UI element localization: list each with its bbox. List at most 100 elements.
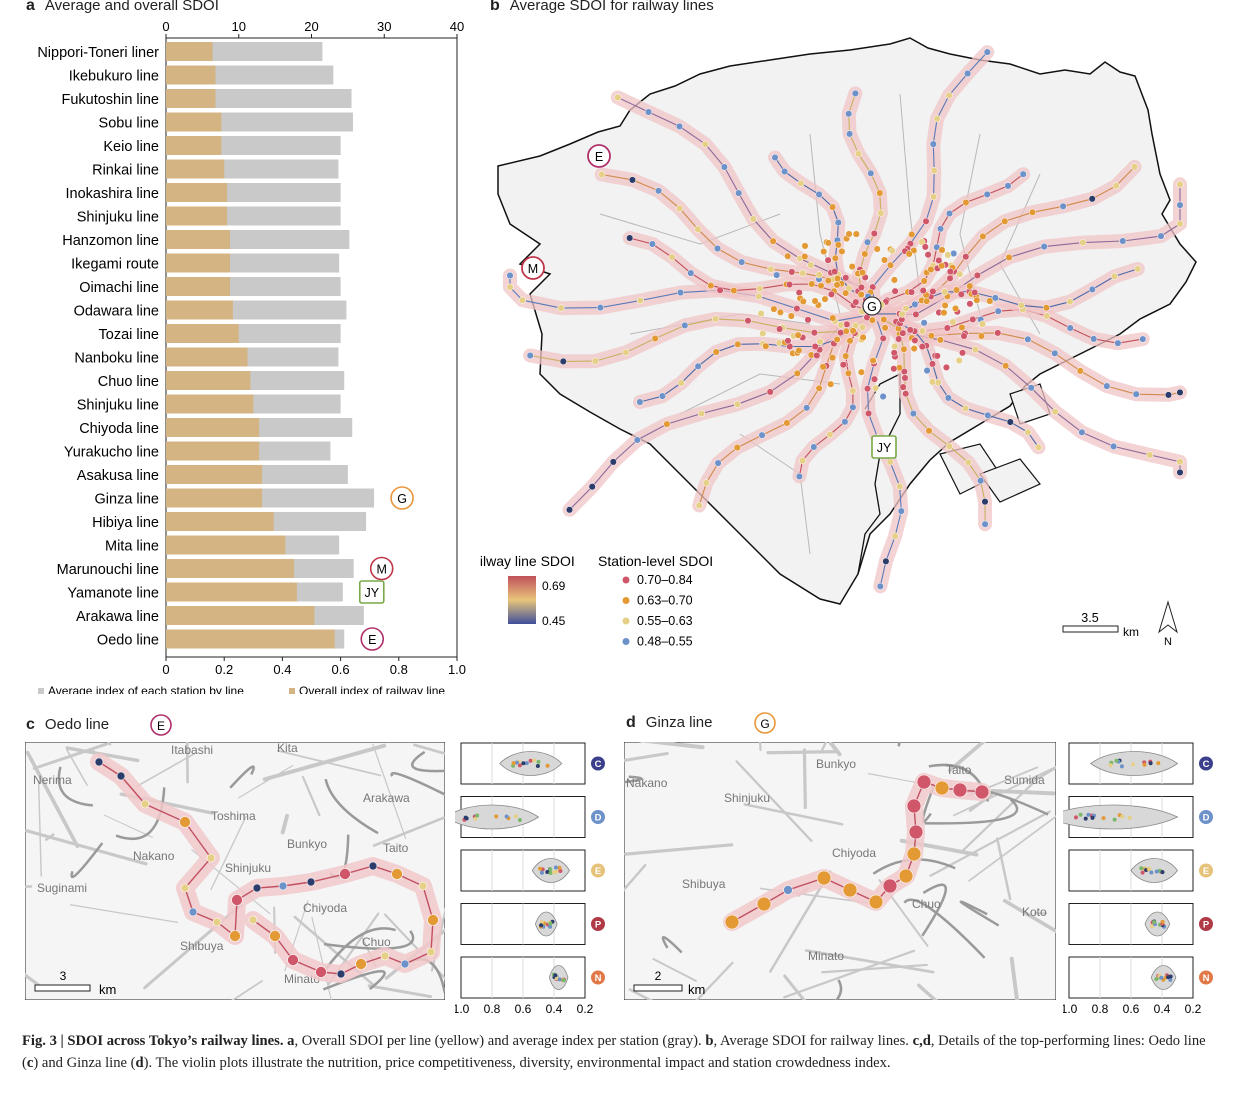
figure-caption: Fig. 3 | SDOI across Tokyo’s railway lin… (22, 1033, 1206, 1071)
violin-tick-label: 0.2 (1185, 1002, 1202, 1016)
violin-point (539, 923, 544, 928)
overall-bar (166, 65, 216, 85)
road (237, 764, 294, 799)
station-dot (702, 479, 710, 487)
oedo-line-map: Itabashi Kita Nerima Toshima Arakawa Bunkyo Ta… (25, 742, 445, 1000)
station-dot (833, 335, 841, 344)
station-dot (771, 153, 779, 162)
station-dot (923, 297, 931, 305)
violin-point (494, 814, 499, 819)
station-dot (816, 338, 824, 346)
violin-point (557, 977, 562, 982)
ginza-station (952, 782, 968, 798)
station-dot (930, 193, 938, 201)
violin-point (536, 759, 541, 764)
place-label: Shibuya (180, 939, 224, 953)
station-dot (909, 410, 917, 418)
station-dot (707, 282, 715, 290)
road (962, 781, 1035, 852)
road (210, 815, 247, 891)
road (828, 742, 842, 757)
overall-bar (166, 465, 263, 484)
station-dot (773, 271, 781, 279)
station-dot (872, 384, 880, 392)
overall-bar (166, 488, 263, 508)
station-dot (811, 297, 819, 305)
oedo-station (278, 881, 288, 891)
violin-point (551, 870, 556, 875)
station-dot (824, 239, 832, 247)
road (1002, 899, 1056, 934)
station-dot (927, 332, 935, 340)
station-dot (636, 296, 644, 305)
place-label: Minato (808, 949, 844, 963)
station-dot (714, 459, 722, 467)
oedo-station (391, 868, 403, 880)
station-dot (811, 342, 819, 351)
station-dot (886, 458, 894, 466)
oedo-station (400, 959, 410, 969)
violin-point (1114, 758, 1119, 763)
station-dot (749, 215, 757, 223)
station-dot (655, 187, 663, 195)
station-dot (1157, 232, 1165, 240)
overall-bar (166, 300, 233, 320)
line-legend-bar (508, 576, 536, 624)
ginza-station (906, 846, 922, 862)
station-dot (1103, 382, 1111, 390)
category-label: Inokashira line (66, 186, 160, 202)
category-label: Ginza line (95, 492, 159, 508)
category-label: Yurakucho line (64, 445, 159, 461)
overall-bar (166, 347, 248, 367)
dimension-badge (591, 970, 605, 985)
line-badge (369, 556, 394, 581)
ginza-station (916, 774, 932, 790)
station-dot (1024, 428, 1032, 436)
station-dot (981, 520, 989, 528)
violin-shape (1144, 911, 1171, 937)
station-dot (1078, 428, 1086, 436)
dimension-badge-label: N (1203, 973, 1210, 984)
scale-value: 2 (655, 969, 662, 983)
category-label: Sobu line (99, 116, 159, 132)
place-label: Kita (277, 742, 298, 755)
station-dot (870, 229, 878, 238)
station-dot (827, 290, 835, 298)
major-road (324, 778, 379, 835)
dimension-badge-label: C (1203, 759, 1210, 770)
major-road (661, 936, 683, 954)
scale-unit: km (688, 982, 705, 997)
violin-tick-label: 0.6 (515, 1002, 532, 1016)
station-dot (831, 268, 839, 276)
violin-point (1154, 977, 1159, 982)
station-dot (849, 327, 857, 335)
station-dot (712, 348, 720, 356)
station-dot (1146, 451, 1154, 459)
station-dot (834, 218, 842, 227)
station-dot (808, 280, 816, 288)
major-road (921, 883, 947, 937)
road (947, 742, 986, 773)
dimension-badge (1199, 863, 1213, 878)
violin-point (524, 761, 529, 766)
station-dot (876, 582, 884, 590)
svg-text:G: G (760, 717, 769, 731)
major-road (115, 787, 166, 841)
station-dot (946, 268, 954, 276)
violin-tick-label: 0.4 (546, 1002, 563, 1016)
line-legend-title: Railway line SDOI (480, 553, 575, 569)
station-dot (911, 336, 919, 344)
violin-point (521, 761, 526, 766)
station-dot (676, 204, 684, 212)
station-legend-title: Station-level SDOI (598, 553, 713, 569)
station-dot (833, 281, 841, 289)
overall-bar (166, 512, 274, 531)
category-label: Fukutoshin line (61, 92, 159, 108)
station-legend-label: 0.70–0.84 (637, 573, 693, 587)
ginza-station (816, 870, 832, 886)
station-dot (951, 304, 960, 313)
station-dot (1176, 458, 1184, 466)
violin-point (517, 818, 522, 822)
legend-swatch-average (38, 688, 44, 694)
station-dot (880, 315, 888, 324)
